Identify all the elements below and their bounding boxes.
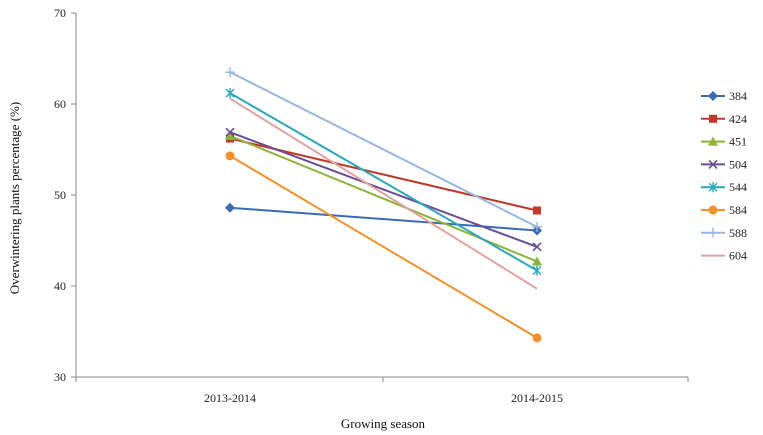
axes: 30 40 50 60 70 2013-2014 2014-2015	[54, 6, 689, 405]
series-line-544	[229, 92, 538, 272]
legend-label-424: 424	[729, 112, 747, 126]
legend-label-588: 588	[729, 226, 747, 240]
y-tick-label: 70	[54, 6, 66, 20]
series-line-584	[229, 155, 538, 339]
legend-label-584: 584	[729, 203, 747, 217]
legend-label-604: 604	[729, 249, 747, 263]
legend-marker-584	[708, 205, 718, 215]
data-point-584	[225, 151, 235, 161]
legend-label-544: 544	[729, 180, 747, 194]
series-line-588	[229, 71, 538, 228]
legend-marker-544	[708, 182, 718, 193]
data-point-451	[532, 256, 542, 266]
data-point-544	[225, 88, 235, 99]
series-markers	[225, 67, 542, 343]
legend-label-384: 384	[729, 89, 747, 103]
y-tick-label: 50	[54, 188, 66, 202]
data-point-584	[532, 333, 542, 343]
data-point-384	[225, 202, 235, 213]
legend-marker-424	[709, 114, 717, 123]
data-point-588	[225, 67, 235, 78]
data-point-504	[225, 127, 235, 137]
x-tick-label: 2014-2015	[511, 391, 563, 405]
legend-label-451: 451	[729, 135, 747, 149]
x-tick-label: 2013-2014	[204, 391, 256, 405]
series-lines	[229, 71, 538, 339]
legend-marker-384	[708, 91, 718, 101]
data-point-451	[225, 130, 235, 140]
legend-marker-504	[708, 159, 718, 169]
series-line-451	[229, 134, 538, 263]
series-line-604	[229, 97, 538, 290]
y-tick-label: 40	[54, 279, 66, 293]
series-line-384	[229, 206, 538, 232]
series-line-504	[229, 131, 538, 248]
legend-marker-588	[708, 227, 718, 238]
data-point-588	[532, 221, 542, 232]
y-tick-label: 60	[54, 97, 66, 111]
x-axis-title: Growing season	[341, 416, 426, 431]
y-tick-label: 30	[54, 370, 66, 384]
legend-marker-451	[708, 136, 718, 146]
data-point-504	[532, 242, 542, 252]
data-point-544	[532, 265, 542, 276]
y-axis-title: Overwintering plants percentage (%)	[7, 102, 22, 294]
data-point-424	[533, 206, 541, 215]
legend: 384 424 451 504 544 584 588 604	[701, 89, 747, 263]
legend-label-504: 504	[729, 157, 747, 171]
